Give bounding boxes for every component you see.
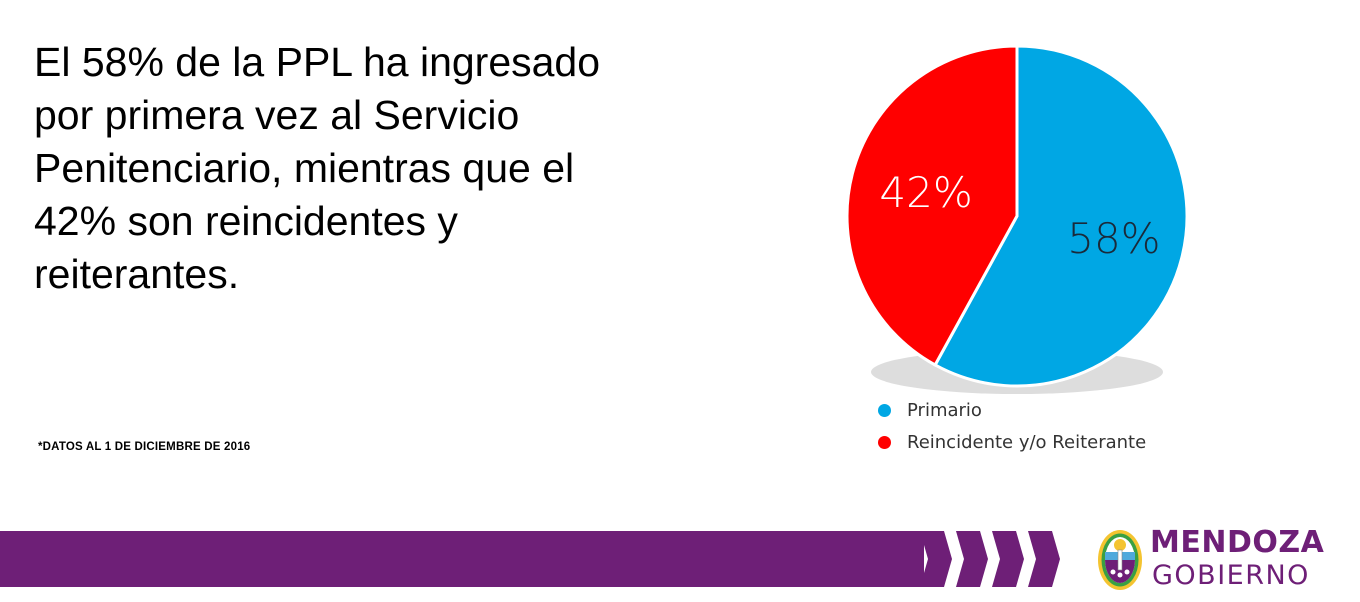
headline-text: El 58% de la PPL ha ingresado por primer… bbox=[34, 39, 601, 297]
legend-label-reincidente: Reincidente y/o Reiterante bbox=[907, 431, 1147, 453]
chevron-3 bbox=[992, 531, 1024, 587]
logo-subtitle: GOBIERNO bbox=[1152, 560, 1310, 591]
mendoza-gobierno-logo: MENDOZA GOBIERNO bbox=[1096, 524, 1346, 596]
chevron-1 bbox=[920, 531, 952, 587]
legend-label-primario: Primario bbox=[907, 399, 982, 421]
pie-slice-primario bbox=[933, 44, 1189, 388]
legend-swatch-primario bbox=[878, 403, 891, 417]
logo-title: MENDOZA bbox=[1150, 525, 1325, 560]
legend-swatch-reincidente bbox=[878, 435, 891, 449]
chevron-2 bbox=[956, 531, 988, 587]
legend-item-reincidente: Reincidente y/o Reiterante bbox=[878, 426, 1146, 458]
banner-chevrons bbox=[920, 531, 1060, 587]
pie-slice-reincidente bbox=[845, 44, 1019, 368]
slice-label-reincidente: 42% bbox=[879, 168, 972, 217]
footer-banner bbox=[0, 531, 924, 587]
legend-item-primario: Primario bbox=[878, 394, 1146, 426]
chevron-4 bbox=[1028, 531, 1060, 587]
data-date-footnote: *DATOS AL 1 DE DICIEMBRE DE 2016 bbox=[38, 441, 251, 453]
coat-of-arms-icon bbox=[1098, 530, 1142, 590]
slice-label-primario: 58% bbox=[1067, 214, 1160, 263]
pie-chart: 58% 42% bbox=[845, 44, 1189, 394]
chart-legend: Primario Reincidente y/o Reiterante bbox=[878, 394, 1146, 458]
